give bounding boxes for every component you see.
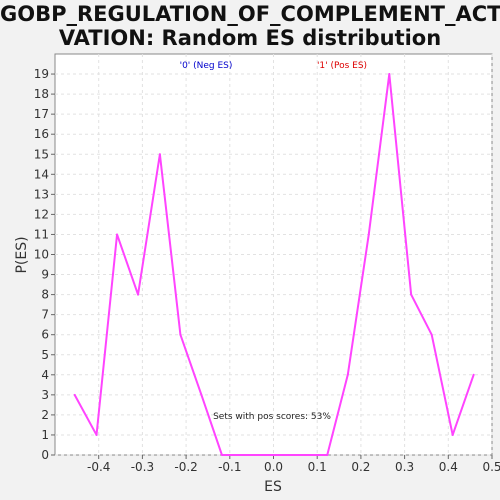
- data-point: [179, 333, 182, 336]
- data-point: [388, 73, 391, 76]
- data-point: [410, 293, 413, 296]
- series-layer: [73, 73, 475, 456]
- y-tick-label: 18: [34, 87, 49, 101]
- y-tick-label: 6: [41, 328, 49, 342]
- y-tick-label: 3: [41, 388, 49, 402]
- x-tick-label: 0.5: [482, 460, 500, 474]
- y-axis-label: P(ES): [14, 236, 30, 273]
- data-point: [326, 454, 329, 456]
- x-tick-label: -0.2: [174, 460, 197, 474]
- data-point: [472, 373, 475, 376]
- data-point: [451, 433, 454, 436]
- data-point: [283, 454, 286, 456]
- data-point: [367, 233, 370, 236]
- data-point: [200, 393, 203, 396]
- data-point: [220, 454, 223, 456]
- chart-title: GOBP_REGULATION_OF_COMPLEMENT_ACTI VATIO…: [0, 2, 500, 50]
- y-tick-label: 15: [34, 147, 49, 161]
- legend-item-neg: '0' (Neg ES): [180, 61, 233, 71]
- data-point: [241, 454, 244, 456]
- y-tick-label: 16: [34, 127, 49, 141]
- es-distribution-line: [73, 73, 475, 456]
- y-tick-label: 8: [41, 288, 49, 302]
- y-tick-label: 12: [34, 207, 49, 221]
- data-point: [346, 373, 349, 376]
- x-tick-label: 0.3: [395, 460, 414, 474]
- y-tick-label: 5: [41, 348, 49, 362]
- y-tick-label: 13: [34, 187, 49, 201]
- y-tick-label: 7: [41, 308, 49, 322]
- y-tick-label: 2: [41, 408, 49, 422]
- data-point: [116, 233, 119, 236]
- x-axis-label: ES: [264, 479, 282, 495]
- x-tick-label: 0.1: [308, 460, 327, 474]
- x-tick-label: -0.1: [218, 460, 241, 474]
- y-tick-label: 11: [34, 227, 49, 241]
- x-tick-label: -0.3: [131, 460, 154, 474]
- data-point: [263, 454, 266, 456]
- x-tick-label: -0.4: [87, 460, 110, 474]
- y-tick-label: 17: [34, 107, 49, 121]
- data-point: [95, 433, 98, 436]
- axis-layer: -0.4 -0.3 -0.2 -0.1 0.0 0.1 0.2 0.3 0.4 0.5012345…: [34, 67, 500, 474]
- chart-title-line2: VATION: Random ES distribution: [58, 26, 442, 50]
- data-point: [430, 333, 433, 336]
- y-tick-label: 0: [41, 448, 49, 462]
- data-point: [305, 454, 308, 456]
- y-tick-label: 19: [34, 67, 49, 81]
- x-tick-label: 0.0: [264, 460, 283, 474]
- x-tick-label: 0.4: [439, 460, 458, 474]
- y-tick-label: 1: [41, 428, 49, 442]
- y-tick-label: 14: [34, 167, 49, 181]
- data-point: [137, 293, 140, 296]
- pos-scores-annotation: Sets with pos scores: 53%: [213, 412, 331, 422]
- x-tick-label: 0.2: [351, 460, 370, 474]
- y-tick-label: 10: [34, 248, 49, 262]
- legend: '0' (Neg ES) '1' (Pos ES): [180, 61, 367, 71]
- y-tick-label: 9: [41, 268, 49, 282]
- y-tick-label: 4: [41, 368, 49, 382]
- chart-title-line1: GOBP_REGULATION_OF_COMPLEMENT_ACTI: [0, 2, 500, 26]
- legend-item-pos: '1' (Pos ES): [317, 61, 367, 71]
- data-point: [158, 153, 161, 156]
- data-point: [73, 393, 76, 396]
